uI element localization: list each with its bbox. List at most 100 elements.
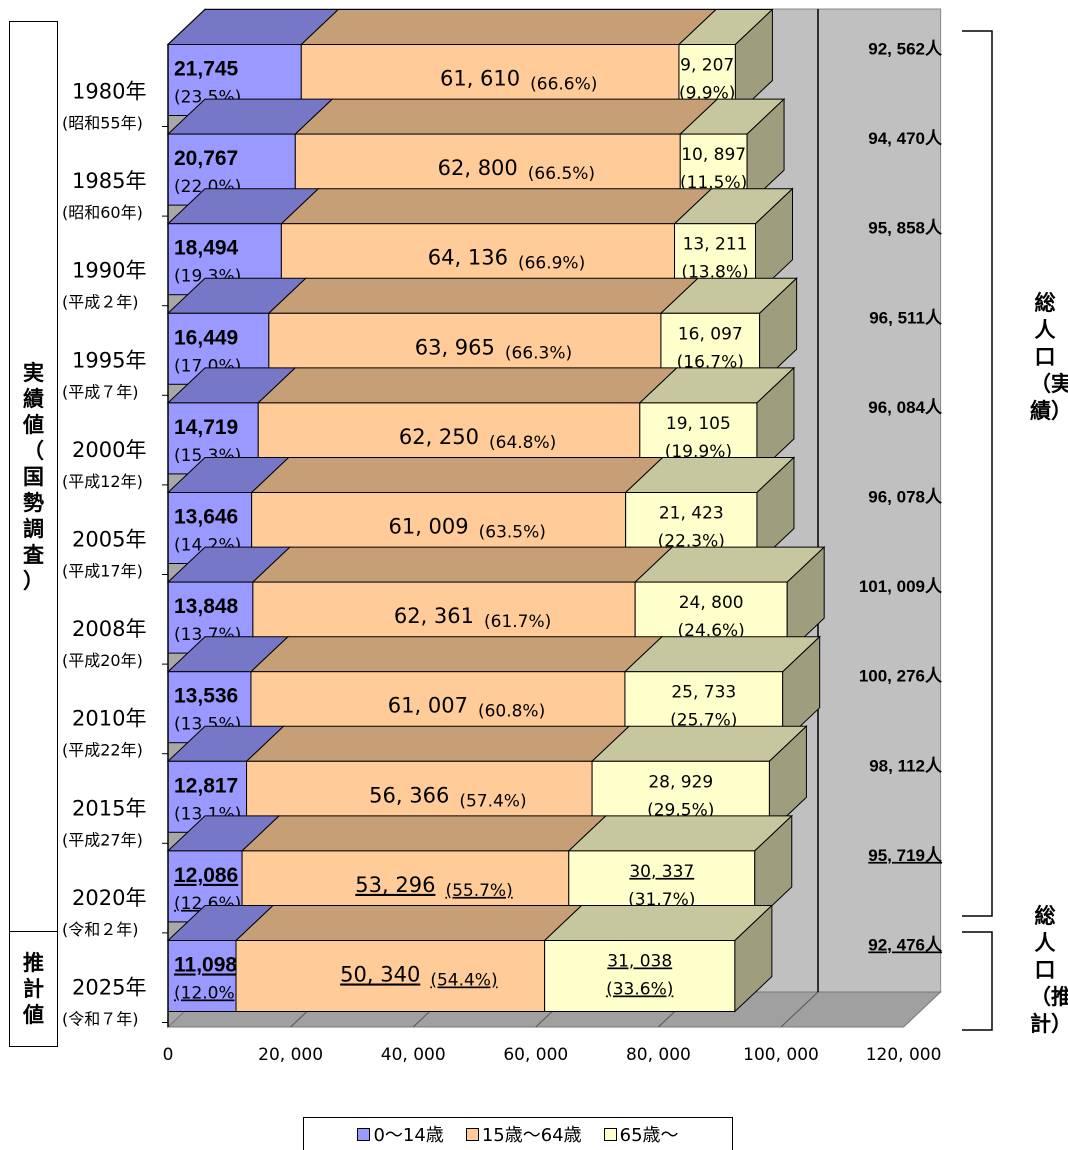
actual-bracket bbox=[962, 30, 993, 917]
bar-value-label: 64, 136 bbox=[428, 246, 508, 270]
bar-segment bbox=[235, 940, 546, 1012]
x-tick-label: 20, 000 bbox=[258, 1045, 323, 1065]
legend-swatch-0-14 bbox=[357, 1127, 371, 1141]
bar-value-label: 14,719 bbox=[174, 416, 238, 439]
x-tick-label: 0 bbox=[163, 1045, 174, 1065]
total-population-actual-label: 総人口 （実績） bbox=[1030, 290, 1068, 425]
bar-value-label: 9, 207 bbox=[680, 56, 734, 76]
right-estimate-label-char: 人 bbox=[1034, 931, 1056, 955]
bar-percent-label: (16.7%) bbox=[677, 352, 744, 372]
total-label: 95, 719人 bbox=[868, 846, 943, 865]
bar-value-label: 61, 007 bbox=[388, 694, 468, 718]
category-era-label: (平成22年) bbox=[62, 741, 143, 760]
bar-percent-label: (66.5%) bbox=[528, 164, 595, 184]
bar-end-face bbox=[756, 366, 795, 476]
bar-percent-label: (11.5%) bbox=[680, 173, 747, 193]
total-label: 92, 476人 bbox=[868, 936, 943, 955]
bar-top-face bbox=[245, 725, 631, 762]
bar-value-label: 12,086 bbox=[174, 864, 238, 887]
category-year-label: 1985年 bbox=[72, 169, 146, 193]
bar-end-face bbox=[755, 187, 794, 296]
x-tick-label: 80, 000 bbox=[626, 1045, 691, 1065]
category-era-label: (令和２年) bbox=[62, 920, 139, 939]
bar-end-face bbox=[759, 277, 798, 386]
bar-top-face bbox=[234, 905, 583, 941]
total-label: 96, 078人 bbox=[868, 488, 943, 507]
bar-end-face bbox=[786, 545, 825, 655]
bar-value-label: 62, 250 bbox=[399, 425, 479, 449]
actual-label-char: 値 bbox=[23, 412, 44, 437]
bar-end-face bbox=[734, 8, 773, 117]
estimate-label-char: 計 bbox=[23, 977, 44, 1001]
bar-percent-label: (55.7%) bbox=[445, 881, 512, 901]
x-tick-label: 60, 000 bbox=[503, 1045, 568, 1065]
bar-end-face bbox=[782, 635, 821, 744]
category-era-label: (平成20年) bbox=[62, 651, 143, 670]
category-year-label: 1995年 bbox=[72, 348, 146, 372]
bar-value-label: 61, 610 bbox=[440, 67, 520, 91]
right-actual-label-char: 口 bbox=[1034, 345, 1056, 369]
chart-legend: 0～14歳 15歳～64歳 65歳～ bbox=[303, 1117, 733, 1150]
total-label: 92, 562人 bbox=[868, 40, 943, 59]
category-year-label: 2025年 bbox=[72, 976, 146, 1000]
legend-item-0-14: 0～14歳 bbox=[357, 1121, 444, 1147]
bar-percent-label: (66.6%) bbox=[530, 75, 597, 95]
bar-value-label: 31, 038 bbox=[607, 952, 672, 972]
bar-top-face bbox=[240, 815, 608, 852]
total-label: 96, 084人 bbox=[868, 398, 943, 417]
bar-value-label: 62, 361 bbox=[394, 604, 474, 628]
bar-value-label: 24, 800 bbox=[679, 593, 744, 613]
bar-percent-label: (63.5%) bbox=[479, 523, 546, 543]
total-label: 95, 858人 bbox=[868, 219, 943, 238]
bar-top-face bbox=[249, 636, 664, 673]
category-era-label: (平成17年) bbox=[62, 562, 143, 581]
category-year-label: 2008年 bbox=[72, 617, 146, 641]
legend-swatch-15-64 bbox=[465, 1127, 479, 1141]
bar-percent-label: (22.3%) bbox=[658, 532, 725, 552]
estimate-label-char: 値 bbox=[23, 1003, 44, 1027]
bar-percent-label: (60.8%) bbox=[478, 702, 545, 722]
bar-top-face bbox=[280, 188, 713, 225]
bar-value-label: 20,767 bbox=[174, 147, 238, 170]
total-population-estimate-label: 総人口 （推計） bbox=[1030, 903, 1068, 1038]
bar-top-face bbox=[294, 98, 719, 135]
bar-value-label: 13, 211 bbox=[683, 235, 748, 255]
right-actual-label-char: ） bbox=[1051, 399, 1068, 423]
total-label: 100, 276人 bbox=[859, 667, 943, 686]
category-year-label: 2015年 bbox=[72, 796, 146, 820]
bar-percent-label: (19.9%) bbox=[665, 442, 732, 462]
total-label: 101, 009人 bbox=[859, 577, 943, 596]
bar-percent-label: (9.9%) bbox=[679, 84, 735, 104]
total-label: 96, 511人 bbox=[869, 308, 943, 327]
actual-label-char: 査 bbox=[23, 542, 44, 567]
estimate-label-char: 推 bbox=[23, 951, 44, 975]
bar-value-label: 10, 897 bbox=[681, 145, 746, 165]
category-era-label: (平成27年) bbox=[62, 830, 143, 849]
bar-value-label: 25, 733 bbox=[671, 683, 736, 703]
category-era-label: (令和７年) bbox=[62, 1010, 139, 1029]
actual-label-char: ） bbox=[23, 568, 44, 593]
bar-end-face bbox=[734, 904, 773, 1013]
bar-value-label: 30, 337 bbox=[629, 862, 694, 882]
actual-values-label: 実績値（国勢調査） bbox=[9, 21, 58, 932]
right-estimate-label-char: 計 bbox=[1030, 1012, 1051, 1036]
estimate-values-label: 推計値 bbox=[9, 931, 58, 1047]
actual-label-char: 調 bbox=[23, 516, 44, 541]
x-tick-label: 120, 000 bbox=[866, 1045, 942, 1065]
right-estimate-label-char: 推 bbox=[1051, 985, 1068, 1009]
bar-value-label: 53, 296 bbox=[355, 873, 435, 897]
bar-top-face bbox=[250, 457, 664, 493]
bar-top-face bbox=[251, 546, 674, 583]
bar-percent-label: (29.5%) bbox=[647, 800, 714, 820]
bar-percent-label: (64.8%) bbox=[489, 433, 556, 453]
right-actual-label-char: （ bbox=[1030, 372, 1051, 396]
actual-label-char: 勢 bbox=[23, 490, 44, 515]
bar-top-face bbox=[256, 367, 679, 404]
bar-value-label: 50, 340 bbox=[340, 963, 420, 987]
bar-value-label: 16,449 bbox=[174, 326, 238, 349]
bar-end-face bbox=[754, 814, 793, 924]
category-era-label: (昭和55年) bbox=[62, 114, 143, 133]
category-year-label: 2005年 bbox=[72, 528, 146, 552]
right-actual-label-char: 実 bbox=[1051, 372, 1068, 396]
